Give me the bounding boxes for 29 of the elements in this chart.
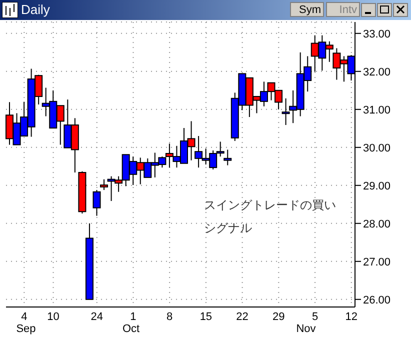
y-tick-label: 27.00 (363, 256, 391, 268)
y-tick-label: 31.00 (363, 104, 391, 116)
y-tick-label: 33.00 (363, 28, 391, 40)
x-tick-label: 15 (200, 311, 212, 323)
x-tick-label: 12 (345, 311, 358, 323)
candlestick (92, 189, 101, 216)
candlestick (100, 178, 108, 190)
y-tick-label: 28.00 (363, 218, 391, 230)
text: Nov (295, 323, 317, 335)
annotation: スイングトレードの買い (204, 197, 336, 214)
x-tick-label: 5 (312, 311, 318, 323)
text: Intv (326, 2, 360, 17)
x-tick-label: 10 (47, 311, 60, 323)
x-tick-label: 24 (90, 311, 104, 323)
y-tick-label: 29.00 (363, 180, 391, 192)
candlestick (224, 149, 232, 166)
chart-title: Daily (21, 2, 50, 17)
text: Sep (15, 323, 37, 335)
y-tick-label: 32.00 (363, 66, 391, 78)
y-tick-label: 30.00 (363, 142, 391, 154)
text: Oct (121, 323, 141, 335)
annotation: シグナル (204, 220, 252, 237)
x-tick-label: 29 (272, 311, 285, 323)
y-tick-label: 26.00 (363, 294, 391, 306)
x-tick-label: 8 (166, 311, 173, 323)
text: Sym (290, 2, 324, 17)
x-tick-label: 22 (236, 311, 248, 323)
x-tick-label: 1 (130, 311, 136, 323)
x-tick-label: 4 (21, 311, 28, 323)
